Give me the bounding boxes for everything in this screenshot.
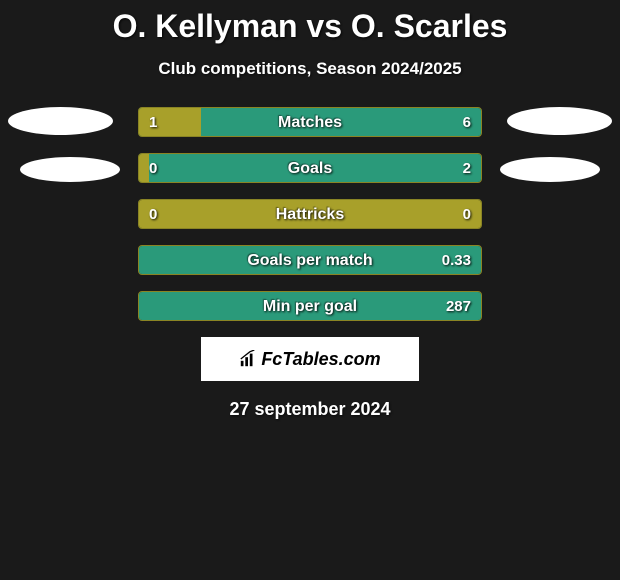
stat-row: Goals per match0.33 [138, 245, 482, 275]
stat-row: Goals0 2 [138, 153, 482, 183]
stat-label: Goals [139, 154, 481, 183]
stat-row: Matches1 6 [138, 107, 482, 137]
stat-row: Min per goal287 [138, 291, 482, 321]
stat-value-right: 0.33 [442, 246, 471, 275]
stat-value-right: 2 [463, 154, 471, 183]
chart-area: Matches16Goals02Hattricks00Goals per mat… [0, 107, 620, 420]
stat-value-right: 6 [463, 108, 471, 137]
logo-text: FcTables.com [261, 349, 380, 370]
stat-value-right: 287 [446, 292, 471, 321]
player-right-badge-1 [507, 107, 612, 135]
player-left-badge-2 [20, 157, 120, 182]
bars-icon [239, 350, 257, 368]
stat-label: Min per goal [139, 292, 481, 321]
stat-label: Goals per match [139, 246, 481, 275]
logo-box: FcTables.com [201, 337, 419, 381]
stat-value-left: 0 [149, 200, 157, 229]
stat-value-right: 0 [463, 200, 471, 229]
stat-value-left: 1 [149, 108, 157, 137]
date-label: 27 september 2024 [0, 399, 620, 420]
player-right-badge-2 [500, 157, 600, 182]
comparison-bars: Matches16Goals02Hattricks00Goals per mat… [138, 107, 482, 321]
stat-label: Matches [139, 108, 481, 137]
stat-row: Hattricks0 0 [138, 199, 482, 229]
stat-value-left: 0 [149, 154, 157, 183]
site-logo: FcTables.com [239, 349, 380, 370]
stat-label: Hattricks [139, 200, 481, 229]
subtitle: Club competitions, Season 2024/2025 [0, 59, 620, 79]
page-title: O. Kellyman vs O. Scarles [0, 0, 620, 45]
player-left-badge-1 [8, 107, 113, 135]
